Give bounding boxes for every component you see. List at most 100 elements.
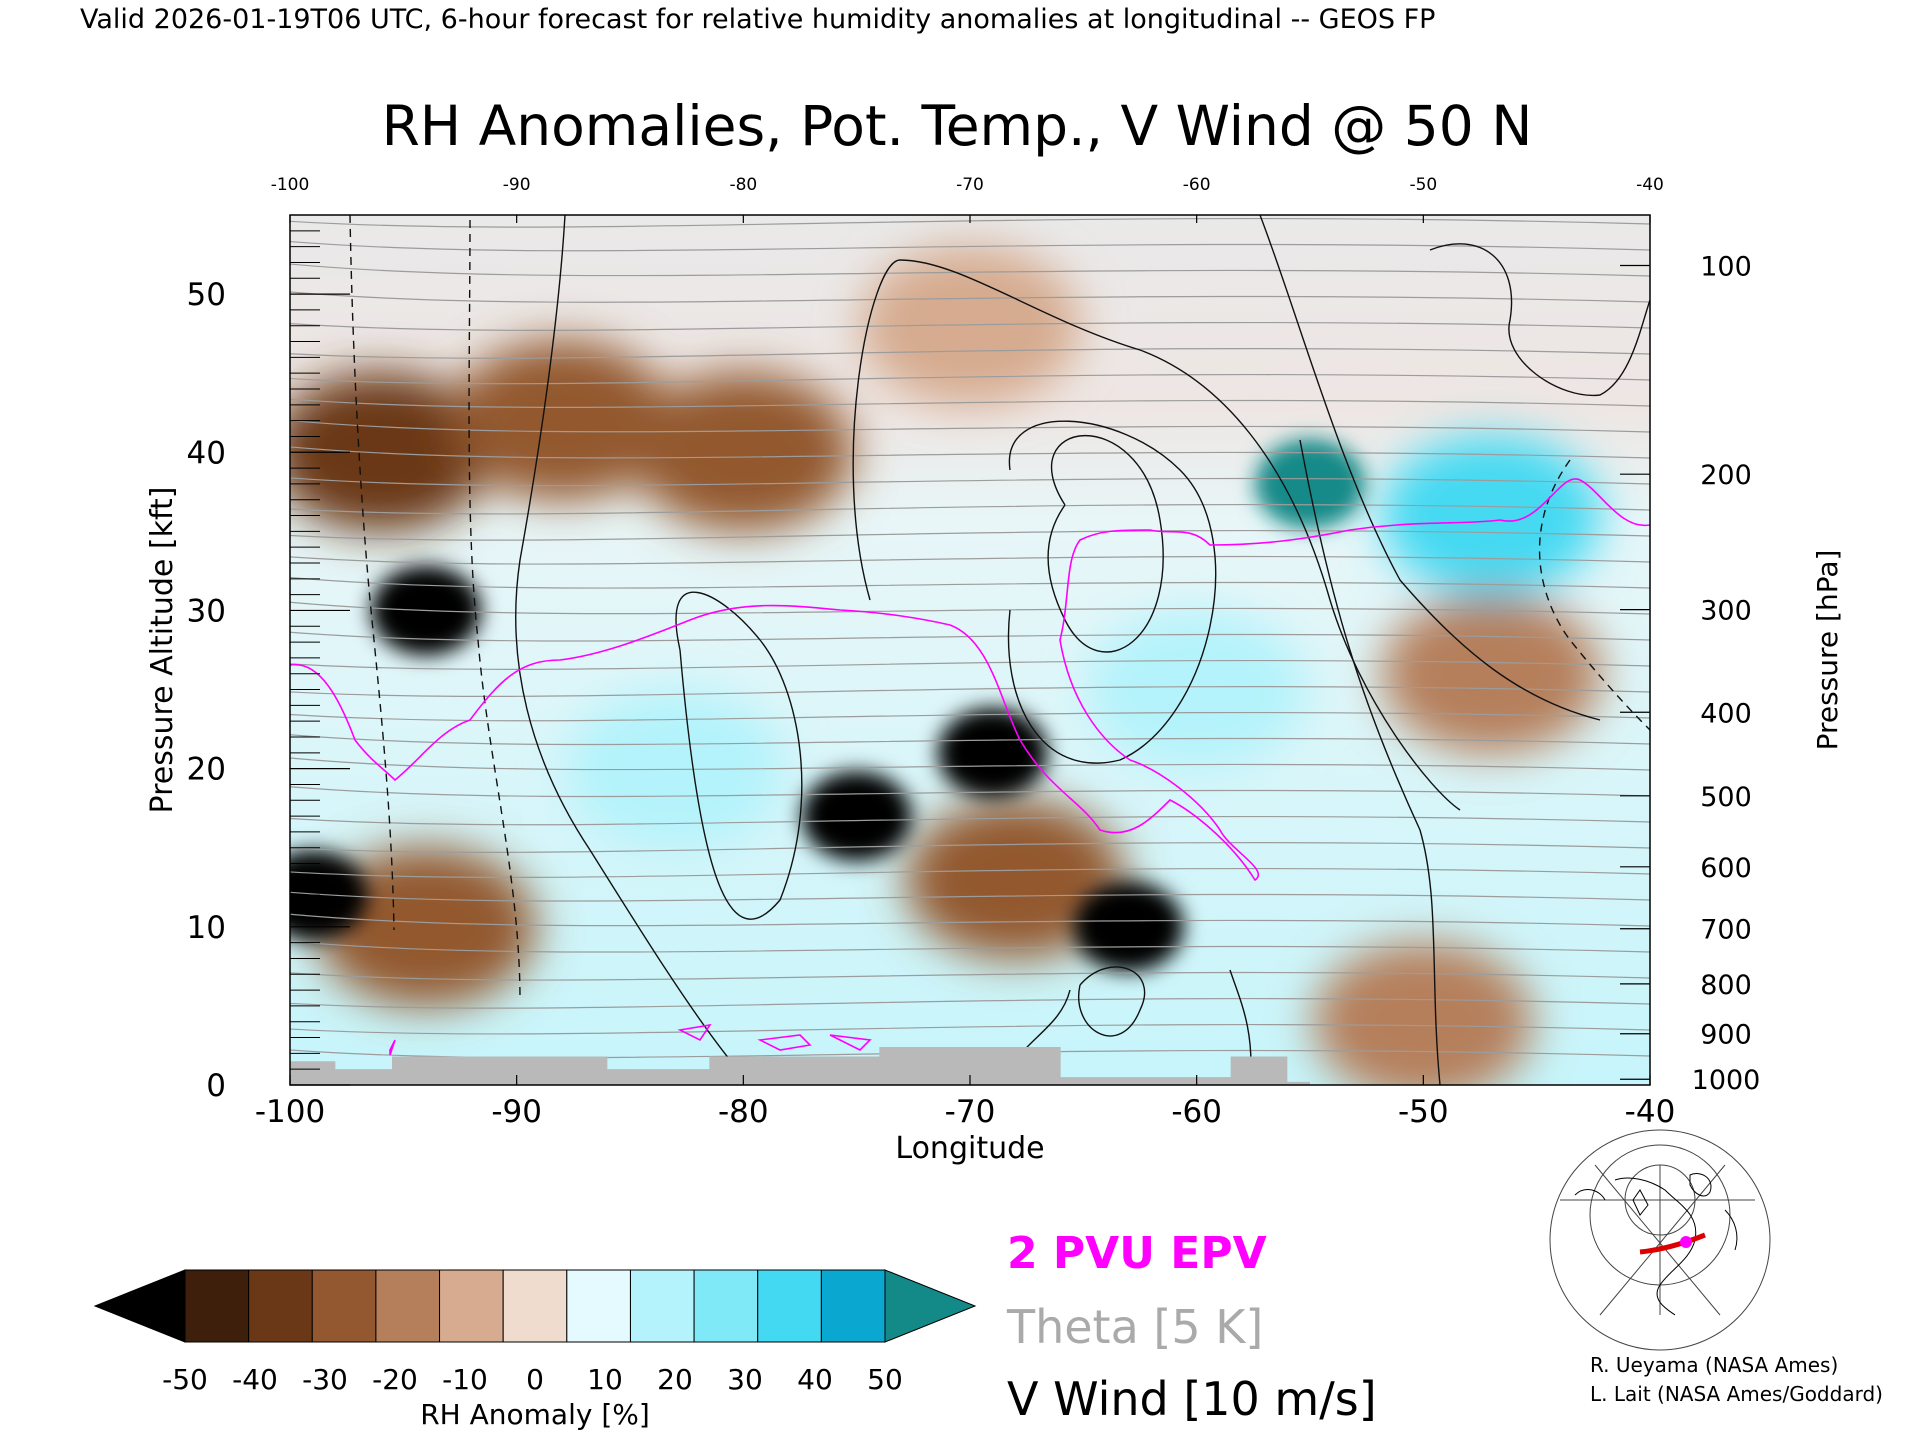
legend-item-theta: Theta [5 K] bbox=[1006, 1300, 1263, 1354]
pressure-tick-label: 400 bbox=[1700, 698, 1752, 729]
v-wind-contour bbox=[1047, 435, 1164, 653]
theta-isentrope bbox=[290, 997, 1650, 1009]
theta-isentrope bbox=[290, 815, 1650, 826]
theta-isentrope bbox=[290, 291, 1650, 303]
v-wind-contour bbox=[468, 219, 521, 1001]
anomaly-region bbox=[905, 799, 1126, 960]
colorbar-bin bbox=[375, 1269, 441, 1343]
theta-isentrope bbox=[290, 711, 1650, 722]
colorbar-tick-label: 40 bbox=[797, 1363, 833, 1396]
pvu-contour bbox=[290, 478, 1650, 882]
colorbar-bin bbox=[439, 1269, 504, 1343]
anomaly-region bbox=[1313, 941, 1534, 1085]
anomaly-region bbox=[452, 340, 672, 501]
theta-contours bbox=[290, 217, 1650, 1059]
theta-isentrope bbox=[290, 786, 1650, 798]
colorbar-tick-label: 10 bbox=[587, 1363, 623, 1396]
anomaly-region bbox=[565, 688, 786, 849]
legend-item-vwind: V Wind [10 m/s] bbox=[1007, 1372, 1377, 1426]
colorbar-tick-label: -10 bbox=[442, 1363, 488, 1396]
chart-title: RH Anomalies, Pot. Temp., V Wind @ 50 N bbox=[382, 94, 1533, 158]
theta-isentrope bbox=[290, 555, 1650, 565]
anomaly-region bbox=[633, 372, 854, 533]
colorbar-bin bbox=[629, 1269, 695, 1343]
colorbar-bin bbox=[502, 1269, 568, 1343]
y-axis-label-right: Pressure [hPa] bbox=[1811, 550, 1844, 751]
top-x-tick-label: -100 bbox=[271, 175, 310, 195]
theta-isentrope bbox=[290, 940, 1650, 953]
anomaly-region bbox=[290, 372, 491, 533]
colorbar-bin bbox=[311, 1269, 377, 1343]
x-tick-label: -100 bbox=[255, 1094, 325, 1130]
top-x-tick-label: -60 bbox=[1183, 175, 1211, 195]
anomaly-region bbox=[1255, 438, 1365, 529]
top-x-tick-label: -70 bbox=[956, 175, 984, 195]
y-tick-label: 40 bbox=[187, 435, 226, 471]
plot-area bbox=[290, 215, 1650, 1085]
pressure-tick-label: 800 bbox=[1700, 970, 1752, 1001]
valid-time-header: Valid 2026-01-19T06 UTC, 6-hour forecast… bbox=[80, 4, 1435, 35]
pressure-tick-label: 1000 bbox=[1692, 1065, 1761, 1096]
theta-isentrope bbox=[290, 240, 1650, 252]
theta-isentrope bbox=[290, 347, 1650, 359]
credit-line-2: L. Lait (NASA Ames/Goddard) bbox=[1590, 1382, 1883, 1406]
theta-isentrope bbox=[290, 867, 1650, 879]
pressure-tick-label: 200 bbox=[1700, 460, 1752, 491]
colorbar: -50 -40 -30 -20 -10 0 10 20 30 40 50 bbox=[93, 1269, 977, 1396]
colorbar-tick-label: -30 bbox=[302, 1363, 348, 1396]
theta-isentrope bbox=[290, 685, 1650, 697]
anomaly-region bbox=[1073, 881, 1184, 972]
theta-isentrope bbox=[290, 971, 1650, 981]
y-axis-right: 100 200 300 400 500 600 700 800 900 1000 bbox=[1620, 252, 1761, 1096]
colorbar-bin bbox=[184, 1269, 250, 1343]
theta-isentrope bbox=[290, 891, 1650, 902]
anomaly-region bbox=[1381, 593, 1602, 754]
theta-isentrope bbox=[290, 1049, 1650, 1059]
v-wind-contour bbox=[1429, 243, 1650, 397]
theta-isentrope bbox=[290, 263, 1650, 277]
v-wind-contours bbox=[349, 215, 1650, 1085]
top-x-tick-label: -80 bbox=[729, 175, 757, 195]
theta-isentrope bbox=[290, 1023, 1650, 1035]
legend: 2 PVU EPV Theta [5 K] V Wind [10 m/s] bbox=[1006, 1228, 1377, 1426]
theta-isentrope bbox=[290, 398, 1650, 408]
x-tick-label: -70 bbox=[945, 1094, 996, 1130]
legend-item-pvu: 2 PVU EPV bbox=[1007, 1228, 1267, 1279]
anomaly-region bbox=[860, 245, 1080, 406]
v-wind-contour bbox=[852, 259, 1461, 811]
colorbar-bin bbox=[757, 1269, 822, 1343]
theta-isentrope bbox=[290, 321, 1650, 331]
y-tick-label: 30 bbox=[187, 593, 226, 629]
theta-isentrope bbox=[290, 446, 1650, 459]
anomaly-region bbox=[1381, 435, 1602, 596]
v-wind-contour bbox=[1299, 439, 1441, 1085]
v-wind-contour bbox=[1078, 966, 1146, 1037]
x-tick-label: -60 bbox=[1171, 1094, 1222, 1130]
pressure-tick-label: 300 bbox=[1700, 596, 1752, 627]
anomaly-region bbox=[937, 707, 1048, 798]
colorbar-tick-label: 30 bbox=[727, 1363, 763, 1396]
colorbar-bin bbox=[693, 1269, 759, 1343]
top-x-tick-label: -90 bbox=[503, 175, 531, 195]
y-tick-label: 20 bbox=[187, 752, 226, 788]
pressure-tick-label: 900 bbox=[1700, 1020, 1752, 1051]
terrain bbox=[290, 1047, 1310, 1085]
v-wind-contour bbox=[675, 591, 803, 920]
theta-isentrope bbox=[290, 576, 1650, 589]
pressure-tick-label: 600 bbox=[1700, 853, 1752, 884]
colorbar-tick-label: 0 bbox=[526, 1363, 544, 1396]
pressure-tick-label: 500 bbox=[1700, 782, 1752, 813]
x-tick-label: -90 bbox=[491, 1094, 542, 1130]
theta-isentrope bbox=[290, 631, 1650, 642]
pvu-contour bbox=[389, 1023, 872, 1056]
colorbar-bin bbox=[566, 1269, 631, 1343]
colorbar-tick-label: 50 bbox=[867, 1363, 903, 1396]
pressure-tick-label: 100 bbox=[1700, 252, 1752, 283]
colorbar-tick-label: -40 bbox=[232, 1363, 278, 1396]
y-tick-label: 50 bbox=[187, 277, 226, 313]
anomaly-region bbox=[316, 846, 536, 1007]
colorbar-bin bbox=[820, 1269, 886, 1343]
colorbar-tick-label: -50 bbox=[162, 1363, 208, 1396]
colorbar-label: RH Anomaly [%] bbox=[420, 1398, 650, 1431]
